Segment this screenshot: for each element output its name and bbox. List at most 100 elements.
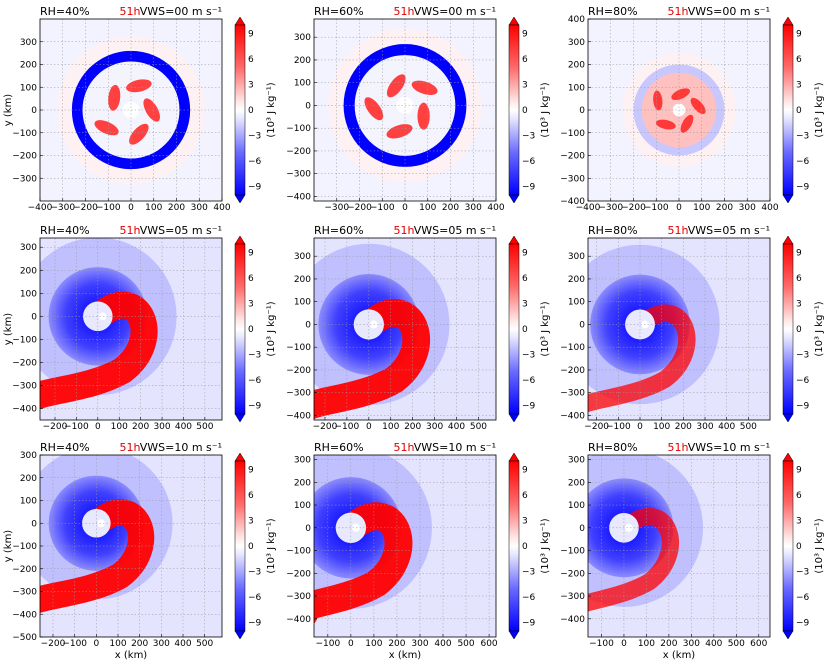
panel-title-right: VWS=10 m s⁻¹ [414,441,496,454]
colorbar-tick-label: 0 [248,325,254,335]
colorbar-tick-label: −6 [248,376,262,386]
colorbar-tick-label: −9 [796,183,810,193]
x-tick-label: 200 [716,203,733,213]
convective-band [126,79,152,93]
y-tick-label: −100 [560,547,585,557]
y-tick-label: −100 [286,124,311,134]
x-tick-label: −100 [64,422,89,432]
plot-area [314,19,496,201]
colorbar-tick-label: 9 [796,249,802,259]
colorbar-tick-label: 6 [796,491,802,501]
colorbar-tick-label: 3 [248,517,254,527]
y-tick-label: −100 [12,335,37,345]
y-tick-label: −200 [286,366,311,376]
spiral-rainband [314,299,430,420]
colorbar-tick-label: 9 [796,466,802,476]
panel-title-right: VWS=10 m s⁻¹ [140,441,222,454]
y-tick-label: −200 [286,569,311,579]
plot-area [40,455,222,637]
y-tick-label: 0 [31,312,37,322]
colorbar-tick-label: −6 [796,593,810,603]
colorbar-tick-label: 0 [522,325,528,335]
y-tick-label: 0 [31,519,37,529]
y-tick-label: 300 [568,38,585,48]
colorbar-tick-label: 9 [522,30,528,40]
colorbar-tick-label: 3 [522,300,528,310]
y-tick-label: 200 [20,266,37,276]
x-tick-label: 200 [675,422,692,432]
panel-1-1: −200−100 0 100 200 300 400 500−400−300−200−100… [286,224,551,432]
colorbar-tick-label: 9 [522,466,528,476]
colorbar-tick-label: −9 [248,402,262,412]
panel-title-right: VWS=05 m s⁻¹ [688,224,770,237]
x-tick-label: −100 [315,639,340,649]
y-tick-label: 100 [20,83,37,93]
y-tick-label: −100 [12,129,37,139]
colorbar-tick-label: −3 [796,568,809,578]
colorbar-label: (10³ J kg⁻¹) [540,82,551,137]
inner-core [625,309,655,340]
colorbar [782,243,794,415]
colorbar-extend-bottom [234,630,246,640]
y-tick-label: 0 [305,524,311,534]
colorbar-tick-label: −9 [796,619,810,629]
x-tick-label: −300 [598,203,623,213]
colorbar-tick-label: 3 [248,300,254,310]
convective-band [411,80,438,95]
colorbar-extend-top [234,235,246,245]
panel-title-left: RH=80% [588,5,638,18]
colorbar-tick-label: 0 [248,542,254,552]
panel-title-time: 51h [120,224,141,237]
x-tick-label: −400 [28,203,53,213]
y-tick-label: 100 [20,497,37,507]
colorbar-tick-label: 0 [796,542,802,552]
panel-0-1: −300−200−100 0 100 200 300 400−400−300−200−10… [286,5,551,213]
colorbar-label: (10³ J kg⁻¹) [266,518,277,573]
y-tick-label: −300 [560,592,585,602]
x-tick-label: 100 [111,422,128,432]
convective-band [386,124,413,139]
axes-frame [313,454,497,638]
x-axis-label: x (km) [115,650,148,661]
x-tick-label: −200 [347,203,372,213]
axes-frame [39,237,223,421]
colorbar-tick-label: −3 [796,132,809,142]
y-tick-label: −400 [286,411,311,421]
panel-title-right: VWS=00 m s⁻¹ [140,5,222,18]
colorbar-tick-label: −3 [248,132,261,142]
panel-title-left: RH=60% [314,5,364,18]
y-tick-label: 200 [294,56,311,66]
colorbar-extend-bottom [234,194,246,204]
colorbar-label: (10³ J kg⁻¹) [814,518,825,573]
plot-area [314,455,496,637]
colorbar-tick-label: 0 [796,106,802,116]
panel-title-time: 51h [668,224,689,237]
x-tick-label: −100 [370,203,395,213]
y-axis-label: y (km) [3,313,14,346]
colorbar-extend-bottom [508,630,520,640]
y-tick-label: −300 [12,381,37,391]
panel-title-left: RH=40% [40,441,90,454]
y-tick-label: 200 [568,275,585,285]
x-tick-label: −100 [96,203,121,213]
x-axis-label: x (km) [663,650,696,661]
y-tick-label: 0 [305,101,311,111]
x-tick-label: 0 [366,422,372,432]
y-tick-label: 200 [20,474,37,484]
panel-title-time: 51h [120,5,141,18]
panel-title-left: RH=40% [40,224,90,237]
y-tick-label: 100 [294,298,311,308]
panel-2-2: −100 0 100 200 300 400 500 600 −400 −300 −200 −100 0… [560,441,825,661]
colorbar-tick-label: −9 [248,183,262,193]
colorbar-tick-label: 9 [248,30,254,40]
y-tick-label: −300 [286,389,311,399]
colorbar-extend-top [234,16,246,26]
colorbar-extend-top [782,452,794,462]
panel-title-time: 51h [394,224,415,237]
x-tick-label: 200 [168,203,185,213]
eye [98,312,107,321]
x-tick-label: 500 [740,422,757,432]
y-tick-label: 300 [20,243,37,253]
x-tick-label: −300 [50,203,75,213]
convective-band [108,84,121,111]
